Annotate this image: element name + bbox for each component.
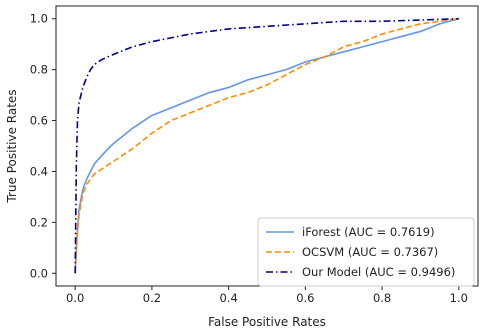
y-axis-label: True Positive Rates <box>5 89 19 203</box>
legend-box <box>257 217 475 287</box>
y-tick-label: 0.4 <box>30 164 48 178</box>
x-tick-label: 1.0 <box>450 291 468 305</box>
series-layer <box>74 17 460 274</box>
y-tick-label: 1.0 <box>30 12 48 26</box>
y-tick-label: 0.2 <box>30 215 48 229</box>
y-tick-label: 0.0 <box>30 266 48 280</box>
legend: iForest (AUC = 0.7619) OCSVM (AUC = 0.736… <box>257 217 475 287</box>
x-tick-label: 0.8 <box>373 291 391 305</box>
x-tick-label: 0.2 <box>143 291 161 305</box>
x-tick-label: 0.4 <box>219 291 237 305</box>
y-tick-label: 0.6 <box>30 114 48 128</box>
x-axis-ticks: 0.0 0.2 0.4 0.6 0.8 1.0 <box>66 286 468 305</box>
x-tick-label: 0.6 <box>296 291 314 305</box>
x-tick-label: 0.0 <box>66 291 84 305</box>
series-line-0 <box>74 17 460 274</box>
series-line-2 <box>74 17 459 274</box>
legend-label: Our Model (AUC = 0.9496) <box>302 265 455 279</box>
series-line-1 <box>74 17 459 274</box>
x-axis-label: False Positive Rates <box>208 315 326 329</box>
legend-label: OCSVM (AUC = 0.7367) <box>302 245 438 259</box>
y-tick-label: 0.8 <box>30 63 48 77</box>
legend-label: iForest (AUC = 0.7619) <box>302 225 435 239</box>
y-axis-ticks: 0.0 0.2 0.4 0.6 0.8 1.0 <box>30 12 56 280</box>
